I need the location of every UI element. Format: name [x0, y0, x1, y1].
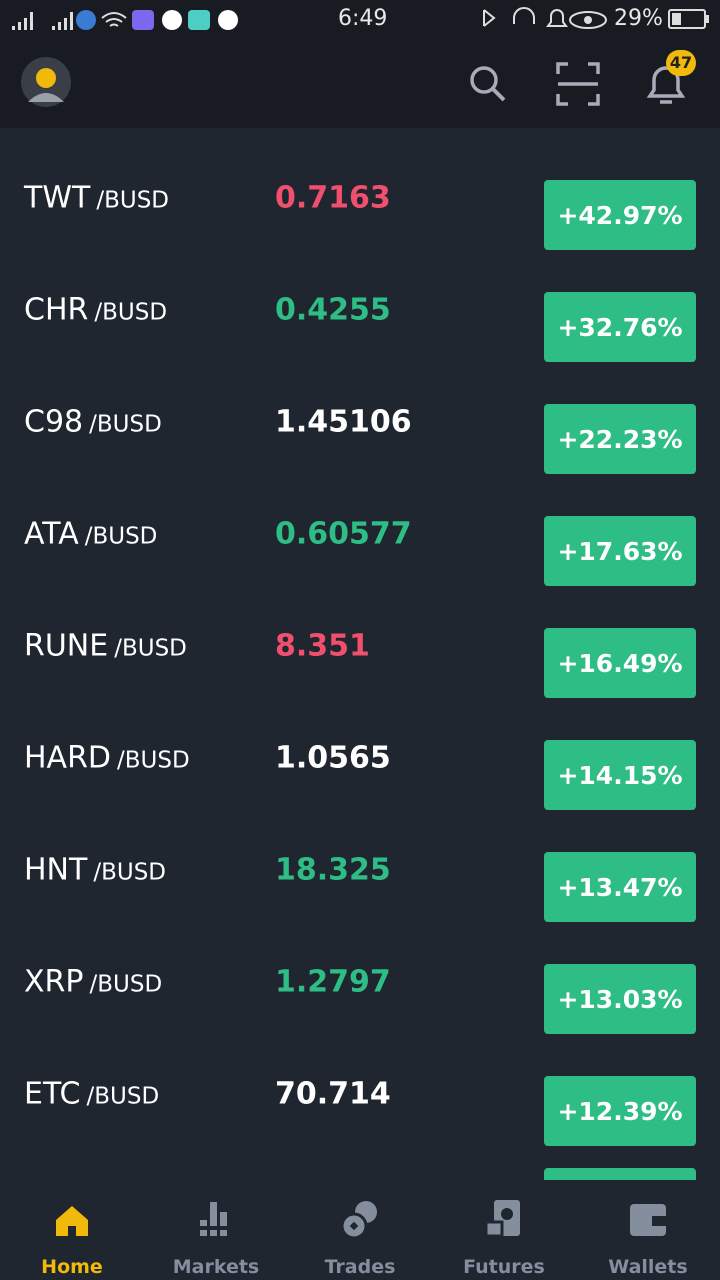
- pair: C98/BUSD: [24, 405, 162, 440]
- change-button[interactable]: +12.39%: [544, 1076, 696, 1146]
- nav-icon: [196, 1202, 234, 1236]
- nav-label: Home: [41, 1256, 103, 1278]
- status-bar: 6:49 29%: [0, 0, 720, 40]
- change-button[interactable]: +17.63%: [544, 516, 696, 586]
- base-asset: TWT: [24, 180, 91, 216]
- nav-icon: [484, 1200, 520, 1238]
- status-icons: [12, 10, 238, 30]
- price: 0.60577: [275, 516, 412, 552]
- quote-asset: /BUSD: [84, 523, 158, 550]
- change-button[interactable]: +22.23%: [544, 404, 696, 474]
- nav-item[interactable]: Futures: [432, 1180, 576, 1280]
- status-icons-right: [483, 7, 607, 29]
- price: 1.45106: [275, 404, 412, 440]
- price: 70.714: [275, 1076, 391, 1112]
- nav-item[interactable]: Trades: [288, 1180, 432, 1280]
- change-button[interactable]: +13.03%: [544, 964, 696, 1034]
- market-row[interactable]: C98/BUSD 1.45106 +22.23%: [0, 372, 720, 484]
- quote-asset: /BUSD: [117, 747, 190, 774]
- market-row[interactable]: ETC/BUSD 70.714 +12.39%: [0, 1044, 720, 1156]
- clock: 6:49: [338, 6, 388, 31]
- change-button[interactable]: +32.76%: [544, 292, 696, 362]
- quote-asset: /BUSD: [93, 859, 167, 886]
- price: 0.4255: [275, 292, 391, 328]
- quote-asset: /BUSD: [96, 187, 170, 214]
- pair: ETC/BUSD: [24, 1077, 159, 1112]
- base-asset: ETC: [24, 1076, 81, 1112]
- base-asset: HARD: [24, 740, 112, 776]
- nav-label: Markets: [172, 1256, 260, 1278]
- pair: XRP/BUSD: [24, 965, 162, 1000]
- pair: HARD/BUSD: [24, 741, 190, 776]
- market-row[interactable]: ATA/BUSD 0.60577 +17.63%: [0, 484, 720, 596]
- market-row[interactable]: HNT/BUSD 18.325 +13.47%: [0, 820, 720, 932]
- scan-icon[interactable]: [556, 62, 600, 106]
- quote-asset: /BUSD: [89, 411, 162, 438]
- price: 0.7163: [275, 180, 391, 216]
- price: 18.325: [275, 852, 391, 888]
- pair: CHR/BUSD: [24, 293, 167, 328]
- avatar[interactable]: [20, 56, 72, 108]
- quote-asset: /BUSD: [86, 1083, 160, 1110]
- price: 1.0565: [275, 740, 391, 776]
- quote-asset: /BUSD: [89, 971, 163, 998]
- nav-icon: [630, 1204, 668, 1236]
- nav-item[interactable]: Markets: [144, 1180, 288, 1280]
- nav-label: Futures: [463, 1256, 545, 1278]
- nav-label: Wallets: [608, 1256, 688, 1278]
- nav-icon: [56, 1206, 88, 1236]
- price: 1.2797: [275, 964, 391, 1000]
- bottom-nav: Home Markets Trades Futures Wallets: [0, 1180, 720, 1280]
- price: 8.351: [275, 628, 370, 664]
- base-asset: XRP: [24, 964, 84, 1000]
- pair: TWT/BUSD: [24, 181, 169, 216]
- search-icon[interactable]: [466, 62, 510, 106]
- nav-item[interactable]: Home: [0, 1180, 144, 1280]
- base-asset: CHR: [24, 292, 89, 328]
- quote-asset: /BUSD: [114, 635, 187, 662]
- change-button[interactable]: +16.49%: [544, 628, 696, 698]
- nav-icon: [340, 1201, 377, 1240]
- base-asset: C98: [24, 404, 84, 440]
- change-button[interactable]: +42.97%: [544, 180, 696, 250]
- market-row[interactable]: XRP/BUSD 1.2797 +13.03%: [0, 932, 720, 1044]
- base-asset: RUNE: [24, 628, 109, 664]
- market-row[interactable]: RUNE/BUSD 8.351 +16.49%: [0, 596, 720, 708]
- change-button[interactable]: +14.15%: [544, 740, 696, 810]
- battery-icon: [668, 9, 709, 29]
- quote-asset: /BUSD: [94, 299, 168, 326]
- pair: RUNE/BUSD: [24, 629, 187, 664]
- base-asset: HNT: [24, 852, 88, 888]
- pair: ATA/BUSD: [24, 517, 157, 552]
- base-asset: ATA: [24, 516, 79, 552]
- market-list: TWT/BUSD 0.7163 +42.97% CHR/BUSD 0.4255 +32.7…: [0, 128, 720, 1180]
- nav-label: Trades: [324, 1256, 396, 1278]
- nav-item[interactable]: Wallets: [576, 1180, 720, 1280]
- market-row[interactable]: HARD/BUSD 1.0565 +14.15%: [0, 708, 720, 820]
- pair: HNT/BUSD: [24, 853, 166, 888]
- app-header: 47: [0, 40, 720, 128]
- market-row[interactable]: CHR/BUSD 0.4255 +32.76%: [0, 260, 720, 372]
- partial-change-button: [544, 1168, 696, 1180]
- notification-badge: 47: [666, 50, 696, 76]
- market-row[interactable]: TWT/BUSD 0.7163 +42.97%: [0, 148, 720, 260]
- change-button[interactable]: +13.47%: [544, 852, 696, 922]
- battery-level: 29%: [614, 6, 663, 31]
